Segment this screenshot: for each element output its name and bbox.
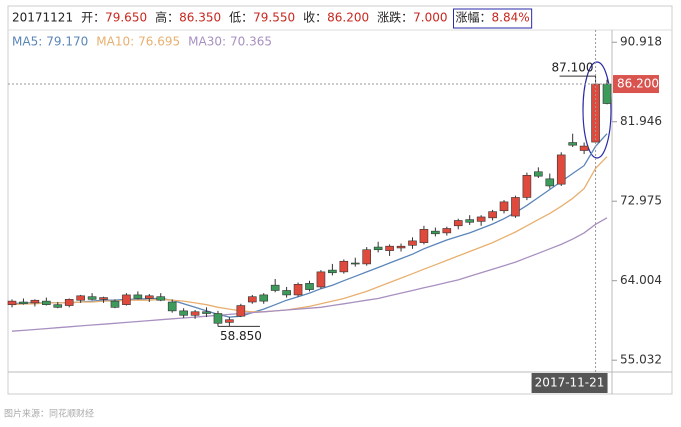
legend-name: MA5: [12,35,42,49]
candle-body [442,228,452,234]
candle-body [488,211,497,219]
candle-body [556,154,566,185]
legend-name: MA10: [96,35,134,49]
candle-body [419,229,429,243]
candle-body [64,299,74,306]
candle-body [362,249,372,265]
low-note: 58.850 [220,329,262,343]
legend-value: 76.695 [138,35,180,49]
candle-body [373,246,383,251]
candle-body [328,269,337,274]
info-value: 79.650 [105,11,147,25]
info-label: 20171121 [12,11,73,25]
info-box [453,8,533,29]
candle-body [110,300,120,308]
ma-line [11,217,608,332]
y-tick-label: 81.946 [620,114,662,128]
high-note: 87.100 [552,61,594,75]
highlight-ellipse [582,61,612,159]
candle-body [270,284,280,291]
y-tick-label: 72.975 [620,194,662,208]
candle-body [156,296,166,301]
candle-body [179,310,188,316]
candle-body [385,245,394,251]
candle-body [305,283,314,290]
candle-body [122,294,131,305]
candle-body [236,305,246,317]
info-value: 86.350 [179,11,221,25]
candle-body [282,290,291,296]
candle-body [30,299,40,304]
candle-body [431,230,440,235]
candle-body [225,319,234,323]
candle-body [316,271,326,288]
candle-body [190,311,200,316]
candle-body [408,240,417,246]
legend-value: 70.365 [230,35,272,49]
y-tick-label: 64.004 [620,273,662,287]
candle-body [293,283,303,296]
candle-body [167,301,177,312]
candle-body [145,295,154,299]
candle-body [247,296,257,303]
info-value: 7.000 [413,11,447,25]
candle-body [499,201,509,212]
source: 图片来源：同花顺财经 [4,408,94,420]
candle-body [42,300,51,305]
candle-body [453,220,463,227]
candle-body [602,83,612,104]
candle-body [465,219,474,223]
candle-body [99,297,108,300]
candle-body [213,313,223,324]
legend-value: 79.170 [46,35,88,49]
candle-body [568,142,577,146]
info-value: 79.550 [253,11,295,25]
candle-body [522,175,532,198]
candle-body [534,171,543,177]
info-value: 86.200 [327,11,369,25]
candle-body [396,245,406,249]
candle-body [76,295,85,301]
legend-name: MA30: [188,35,226,49]
info-label: 低： [229,11,253,25]
candle-body [53,304,63,308]
candle-body [7,300,17,305]
info-value: 8.84% [492,11,530,25]
candle-body [133,294,143,299]
candle-body [259,294,269,302]
candle-body [87,296,97,300]
candle-body [591,83,600,143]
frame [7,5,673,395]
info-label: 开： [81,11,105,25]
date-box [531,373,608,393]
candle-body [339,260,349,273]
info-label: 涨幅： [456,10,492,25]
y-tick-label: 90.918 [620,35,662,49]
candle-body [350,262,360,265]
candle-body [511,197,520,217]
y-tick-label: 55.032 [620,353,662,367]
price-tag-box [613,75,659,94]
info-label: 涨跌： [377,10,413,25]
candle-body [19,301,28,305]
price-tag: 86.200 [617,77,659,91]
info-label: 收： [303,11,327,25]
candle-body [545,178,555,187]
info-label: 高： [155,10,179,25]
candle-body [476,216,486,222]
candle-body [202,311,211,314]
x-tick-label: 2017-11-21 [535,376,605,390]
candle-body [579,145,589,151]
ma-line [11,133,608,318]
